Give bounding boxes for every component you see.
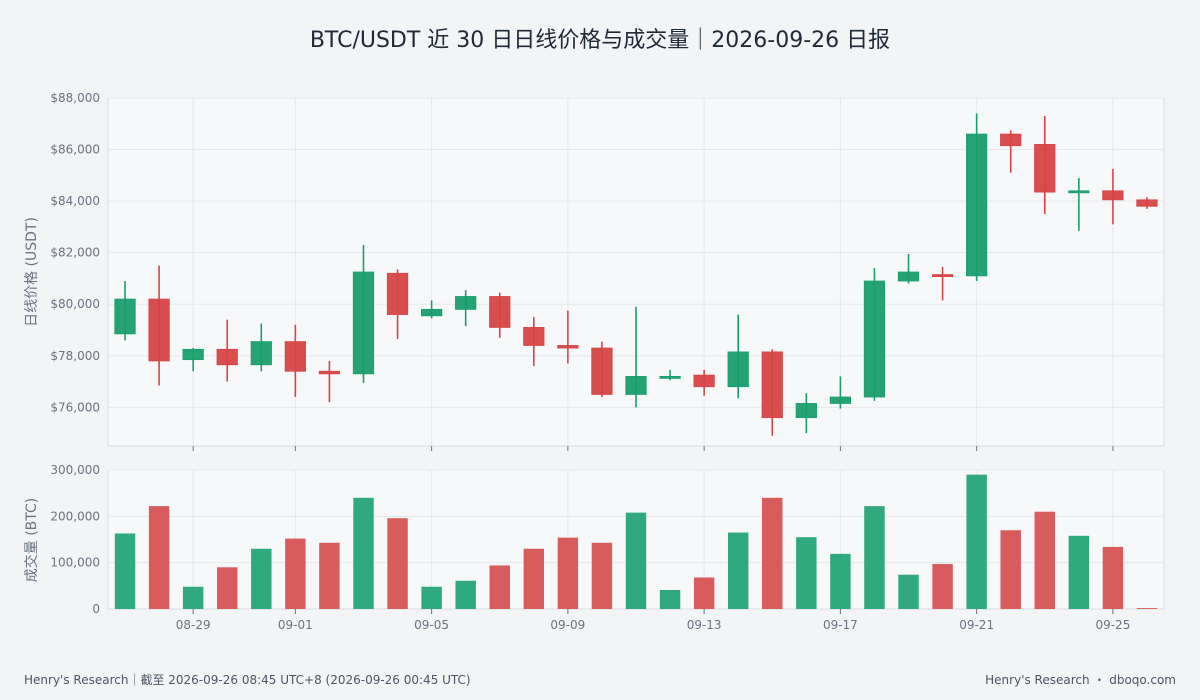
volume-bar [864, 506, 885, 609]
price-tick-label: $82,000 [50, 246, 100, 260]
volume-bar [659, 590, 681, 609]
candle-body [557, 345, 579, 349]
volume-bar [1068, 535, 1090, 609]
volume-tick-label: 200,000 [50, 509, 100, 523]
candle-body [284, 341, 306, 372]
x-tick-label: 09-01 [278, 618, 313, 632]
candle-body [1136, 199, 1158, 207]
candle-body [148, 298, 170, 362]
candle-body [931, 274, 954, 277]
x-tick-label: 09-21 [959, 618, 994, 632]
x-tick-label: 09-25 [1095, 618, 1130, 632]
volume-bar [1136, 608, 1158, 609]
price-tick-label: $86,000 [50, 143, 100, 157]
candle-body [1000, 133, 1022, 147]
x-tick-label: 09-09 [550, 618, 585, 632]
volume-bar [557, 537, 579, 609]
volume-bar [1102, 546, 1124, 609]
candle-body [1102, 190, 1124, 201]
volume-bar [1034, 511, 1055, 609]
candle-body [386, 272, 409, 315]
volume-bar [182, 586, 204, 609]
volume-bar [353, 497, 374, 609]
candle-body [897, 271, 920, 282]
candle-body [455, 296, 477, 310]
volume-bar [455, 580, 476, 609]
volume-bar [830, 553, 851, 609]
volume-bar [966, 474, 987, 609]
volume-bar [114, 533, 136, 609]
volume-axis-label: 成交量 (BTC) [23, 498, 40, 583]
candle-body [795, 403, 817, 419]
candle-body [250, 341, 272, 366]
chart-title: BTC/USDT 近 30 日日线价格与成交量｜2026-09-26 日报 [309, 28, 891, 53]
price-tick-label: $76,000 [50, 400, 100, 414]
volume-bar [421, 586, 442, 609]
candle-body [761, 351, 783, 419]
candle-body [625, 375, 647, 395]
candle-body [829, 396, 852, 404]
x-tick-label: 09-05 [414, 618, 449, 632]
volume-bar [796, 537, 817, 609]
volume-bar [762, 497, 783, 609]
candle-body [591, 347, 613, 395]
volume-bar [489, 565, 510, 609]
x-tick-label: 09-13 [687, 618, 722, 632]
candle-body [352, 271, 375, 375]
volume-bar [898, 574, 919, 609]
price-tick-label: $78,000 [50, 349, 100, 363]
volume-bar [932, 564, 953, 609]
volume-bar [727, 532, 749, 609]
price-tick-label: $88,000 [50, 91, 100, 105]
candle-body [182, 348, 204, 361]
candle-body [1068, 190, 1090, 194]
volume-bar-series [114, 474, 1158, 609]
candle-body [318, 370, 341, 375]
candle-body [114, 298, 136, 335]
candle-body [216, 348, 238, 366]
volume-tick-label: 0 [92, 602, 100, 616]
candle-body [1034, 143, 1056, 193]
candle-body [420, 308, 443, 317]
footer-site: Henry's Research ・ dboqo.com [985, 673, 1176, 687]
candle-body [727, 351, 749, 388]
volume-bar [251, 548, 272, 609]
price-axis-label: 日线价格 (USDT) [24, 217, 40, 327]
volume-bar [523, 548, 545, 609]
footer-source: Henry's Research｜截至 2026-09-26 08:45 UTC… [24, 673, 471, 687]
volume-bar [591, 542, 613, 609]
volume-tick-label: 300,000 [50, 463, 100, 477]
candle-body [489, 296, 511, 328]
volume-tick-label: 100,000 [50, 556, 100, 570]
volume-bar [693, 577, 715, 609]
volume-bar [217, 567, 238, 609]
x-tick-label: 08-29 [176, 618, 211, 632]
candle-body [523, 327, 545, 346]
volume-bar [319, 542, 340, 609]
candle-body [966, 133, 988, 277]
volume-bar [148, 506, 170, 609]
volume-bar [625, 512, 647, 609]
axis-labels: $76,000 $78,000 $80,000 $82,000 $84,000 $86,0… [50, 91, 1130, 632]
candle-body [863, 280, 886, 398]
volume-bar [1000, 530, 1021, 609]
candle-body [693, 374, 715, 388]
x-tick-label: 09-17 [823, 618, 858, 632]
candlestick-series [114, 113, 1158, 436]
candle-body [659, 375, 681, 379]
volume-bar [285, 538, 306, 609]
price-tick-label: $84,000 [50, 194, 100, 208]
volume-bar [387, 518, 408, 609]
price-tick-label: $80,000 [50, 297, 100, 311]
